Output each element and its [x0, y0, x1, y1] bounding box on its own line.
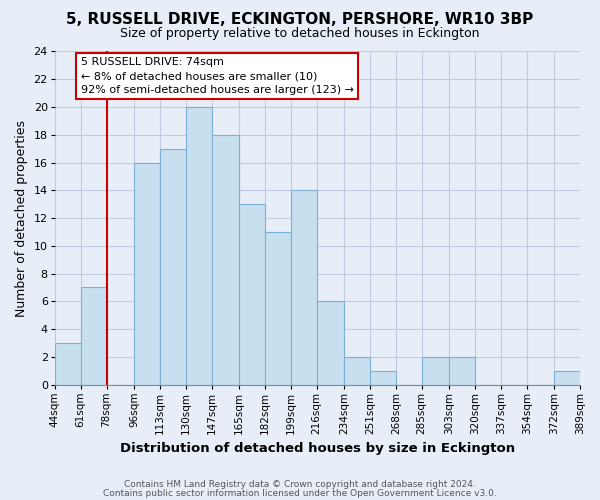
- Bar: [554, 370, 580, 384]
- Bar: [160, 148, 185, 384]
- Bar: [291, 190, 317, 384]
- Bar: [370, 370, 396, 384]
- Bar: [239, 204, 265, 384]
- Bar: [134, 162, 160, 384]
- Text: 5 RUSSELL DRIVE: 74sqm
← 8% of detached houses are smaller (10)
92% of semi-deta: 5 RUSSELL DRIVE: 74sqm ← 8% of detached …: [80, 57, 353, 95]
- Text: Contains HM Land Registry data © Crown copyright and database right 2024.: Contains HM Land Registry data © Crown c…: [124, 480, 476, 489]
- Bar: [185, 107, 212, 384]
- X-axis label: Distribution of detached houses by size in Eckington: Distribution of detached houses by size …: [120, 442, 515, 455]
- Bar: [317, 302, 344, 384]
- Y-axis label: Number of detached properties: Number of detached properties: [15, 120, 28, 316]
- Text: Size of property relative to detached houses in Eckington: Size of property relative to detached ho…: [120, 28, 480, 40]
- Bar: [265, 232, 291, 384]
- Bar: [80, 288, 107, 384]
- Bar: [449, 357, 475, 384]
- Bar: [55, 343, 80, 384]
- Bar: [422, 357, 449, 384]
- Text: Contains public sector information licensed under the Open Government Licence v3: Contains public sector information licen…: [103, 488, 497, 498]
- Text: 5, RUSSELL DRIVE, ECKINGTON, PERSHORE, WR10 3BP: 5, RUSSELL DRIVE, ECKINGTON, PERSHORE, W…: [67, 12, 533, 28]
- Bar: [212, 135, 239, 384]
- Bar: [344, 357, 370, 384]
